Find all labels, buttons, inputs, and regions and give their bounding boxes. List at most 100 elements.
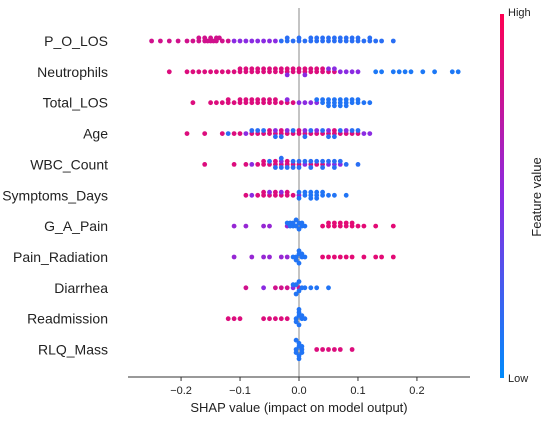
shap-point <box>208 100 214 106</box>
shap-point <box>255 38 261 44</box>
shap-point <box>299 350 305 355</box>
shap-point <box>361 254 367 260</box>
shap-point <box>332 128 337 133</box>
shap-point <box>302 158 308 164</box>
shap-point <box>273 38 278 44</box>
shap-point <box>314 195 320 201</box>
shap-point <box>367 100 373 106</box>
shap-point <box>202 69 208 75</box>
shap-point <box>355 97 361 102</box>
shap-point <box>278 189 284 195</box>
shap-point <box>343 103 349 109</box>
shap-point <box>302 285 308 291</box>
shap-point <box>302 66 308 72</box>
shap-point <box>308 100 314 106</box>
shap-point <box>219 100 225 106</box>
shap-point <box>255 66 261 72</box>
shap-point <box>299 313 305 318</box>
shap-point <box>314 189 320 195</box>
shap-point <box>273 316 278 322</box>
shap-point <box>361 223 367 229</box>
feature-label: WBC_Count <box>30 156 108 172</box>
shap-point <box>302 134 308 140</box>
shap-point <box>166 69 172 75</box>
shap-point <box>420 69 426 75</box>
shap-point <box>302 223 308 229</box>
shap-point <box>231 316 237 322</box>
shap-point <box>296 322 302 328</box>
shap-point <box>308 158 314 164</box>
shap-point <box>343 69 349 75</box>
shap-point <box>302 316 308 322</box>
shap-point <box>184 69 190 75</box>
shap-point <box>231 223 237 229</box>
shap-point <box>267 254 272 260</box>
shap-point <box>261 97 266 102</box>
feature-label: Pain_Radiation <box>13 249 108 265</box>
shap-point <box>284 66 290 72</box>
shap-point <box>243 97 249 102</box>
shap-point <box>390 254 396 260</box>
shap-point <box>314 66 320 72</box>
shap-point <box>278 155 284 161</box>
shap-point <box>267 189 272 195</box>
shap-point <box>225 131 231 137</box>
shap-point <box>296 226 302 232</box>
shap-point <box>449 69 455 75</box>
shap-point <box>231 69 237 75</box>
shap-point <box>231 38 237 44</box>
shap-point <box>237 97 243 102</box>
shap-point <box>349 69 355 75</box>
shap-point <box>296 260 302 266</box>
shap-point <box>243 66 249 72</box>
shap-point <box>296 248 302 254</box>
shap-point <box>296 279 302 284</box>
shap-point <box>249 254 255 260</box>
shap-point <box>278 100 284 106</box>
shap-point <box>379 38 384 44</box>
shap-point <box>308 285 314 291</box>
shap-point <box>255 128 261 133</box>
shap-point <box>231 254 237 260</box>
shap-point <box>273 97 278 102</box>
shap-point <box>332 134 337 140</box>
shap-point <box>267 128 272 133</box>
shap-point <box>308 35 314 41</box>
shap-point <box>255 192 261 198</box>
shap-point <box>190 69 196 75</box>
shap-point <box>219 38 225 44</box>
shap-point <box>278 285 284 291</box>
shap-point <box>231 100 237 106</box>
shap-point <box>302 254 308 260</box>
shap-point <box>296 189 302 195</box>
shap-point <box>379 254 384 260</box>
shap-point <box>308 195 314 201</box>
shap-point <box>326 254 331 260</box>
shap-point <box>455 69 461 75</box>
shap-point <box>302 128 308 133</box>
shap-point <box>225 69 231 75</box>
shap-point <box>320 254 325 260</box>
shap-point <box>261 223 266 229</box>
shap-point <box>249 128 255 133</box>
shap-point <box>337 220 343 226</box>
shap-point <box>267 316 272 322</box>
colorbar-gradient <box>500 14 504 378</box>
x-tick-label: 0.0 <box>291 385 306 397</box>
shap-point <box>273 165 278 170</box>
shap-point <box>355 35 361 41</box>
shap-point <box>337 69 343 75</box>
shap-point <box>267 223 272 229</box>
shap-point <box>261 254 266 260</box>
shap-point <box>326 103 331 109</box>
shap-point <box>320 35 325 41</box>
shap-point <box>390 223 396 229</box>
shap-point <box>214 69 219 75</box>
shap-point <box>261 189 266 195</box>
shap-point <box>367 35 373 41</box>
shap-point <box>261 158 266 164</box>
shap-point <box>314 158 320 164</box>
shap-point <box>308 165 314 170</box>
feature-label: Neutrophils <box>37 64 108 80</box>
